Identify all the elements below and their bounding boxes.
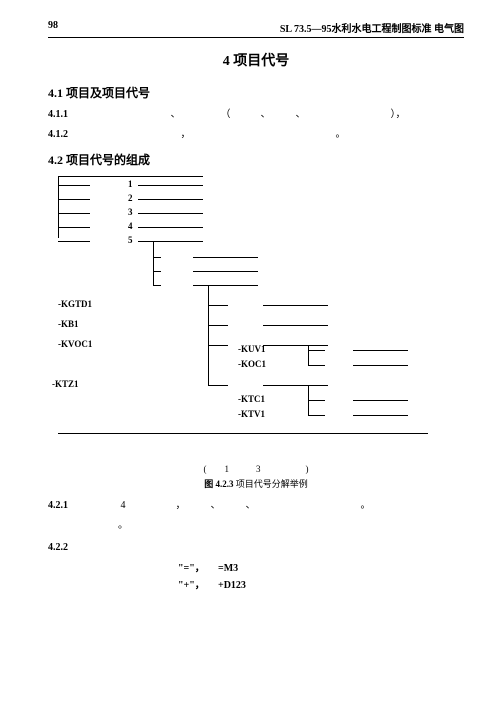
- tree-node-label: 4: [128, 221, 133, 231]
- connector-line: [58, 227, 90, 228]
- tree-node-label: -OW1: [0, 265, 188, 275]
- connector-line: [193, 285, 258, 286]
- connector-line: [153, 285, 161, 286]
- symbol-example: =M3: [218, 560, 238, 577]
- para-num: 4.2.2: [48, 542, 68, 553]
- tree-node-label: 1: [128, 179, 133, 189]
- para-body: 、 （ 、 、 ），: [71, 109, 406, 120]
- connector-line: [263, 385, 328, 386]
- tree-node-label: -KB1: [58, 319, 261, 329]
- tree-node-label: -GO1: [0, 251, 188, 261]
- connector-line: [308, 365, 325, 366]
- symbol-rows: "="，=M3"+"，+D123: [48, 560, 464, 594]
- figure-caption-line1: ( 1 3 ): [48, 462, 464, 475]
- section-4-1-title: 4.1 项目及项目代号: [48, 84, 464, 101]
- connector-line: [208, 325, 228, 326]
- symbol-row: "+"，+D123: [178, 577, 464, 594]
- connector-line: [353, 365, 408, 366]
- connector-line: [58, 185, 90, 186]
- tree-node-label: -KTC1: [238, 394, 351, 404]
- connector-line: [58, 241, 90, 242]
- tree-node-label: =GT2: [0, 193, 121, 203]
- tree-node-label: =GT4: [0, 221, 121, 231]
- tree-node-label: -KUV1: [238, 344, 351, 354]
- connector-line: [353, 350, 408, 351]
- tree-node-label: 3: [128, 207, 133, 217]
- connector-line: [58, 176, 203, 177]
- tree-node-label: 2: [128, 193, 133, 203]
- para-num: 4.1.1: [48, 109, 68, 120]
- connector-line: [308, 415, 325, 416]
- connector-line: [308, 400, 325, 401]
- connector-line: [208, 385, 228, 386]
- connector-line: [138, 213, 203, 214]
- para-4-1-2: 4.1.2 ， 。: [48, 127, 464, 143]
- symbol-example: +D123: [218, 577, 246, 594]
- connector-line: [263, 305, 328, 306]
- para-4-2-1: 4.2.1 4 ， 、 、 。: [48, 498, 464, 514]
- connector-line: [138, 241, 203, 242]
- connector-line: [208, 345, 228, 346]
- tree-node-label: -KOC1: [238, 359, 351, 369]
- figure-caption-line2: 图 4.2.3 项目代号分解举例: [48, 477, 464, 490]
- tree-node-label: -GIP1: [0, 279, 188, 289]
- connector-line: [58, 213, 90, 214]
- tree-node-label: =GT3: [0, 207, 121, 217]
- tree-node-label: =GT1: [0, 179, 121, 189]
- connector-line: [263, 325, 328, 326]
- connector-line: [193, 271, 258, 272]
- chapter-title: 4 项目代号: [48, 50, 464, 70]
- tree-node-label: 5: [128, 235, 133, 245]
- connector-line: [208, 305, 228, 306]
- tree-node-label: -KTV1: [238, 409, 351, 419]
- page-header: 98 SL 73.5—95水利水电工程制图标准 电气图: [48, 20, 464, 38]
- para-4-2-1b: 。: [48, 518, 464, 534]
- section-4-2-title: 4.2 项目代号的组成: [48, 151, 464, 168]
- connector-line: [58, 199, 90, 200]
- para-4-1-1: 4.1.1 、 （ 、 、 ），: [48, 107, 464, 123]
- tree-node-label: -KTZ1: [52, 379, 258, 389]
- doc-ref: SL 73.5—95水利水电工程制图标准 电气图: [280, 20, 464, 35]
- tree-node-label: -KVOC1: [58, 339, 261, 349]
- tree-node-label: -KGTD1: [58, 299, 261, 309]
- tree-node-label: =GT5: [0, 235, 121, 245]
- para-num: 4.1.2: [48, 129, 68, 140]
- symbol-row: "="，=M3: [178, 560, 464, 577]
- connector-line: [138, 199, 203, 200]
- connector-line: [138, 185, 203, 186]
- connector-line: [153, 271, 161, 272]
- symbol-prefix: "+"，: [178, 577, 218, 594]
- connector-line: [193, 257, 258, 258]
- para-4-2-2: 4.2.2: [48, 540, 464, 556]
- connector-line: [58, 433, 428, 434]
- symbol-prefix: "="，: [178, 560, 218, 577]
- para-body: 4 ， 、 、 。: [71, 500, 371, 511]
- para-num: 4.2.1: [48, 500, 68, 511]
- hierarchy-diagram: =GT11=GT22=GT33=GT44=GT55-GO1-OW1-GIP1-K…: [48, 178, 464, 458]
- connector-line: [353, 400, 408, 401]
- page-number: 98: [48, 20, 58, 35]
- connector-line: [353, 415, 408, 416]
- para-body: ， 。: [71, 129, 346, 140]
- connector-line: [153, 257, 161, 258]
- connector-line: [308, 350, 325, 351]
- connector-line: [138, 227, 203, 228]
